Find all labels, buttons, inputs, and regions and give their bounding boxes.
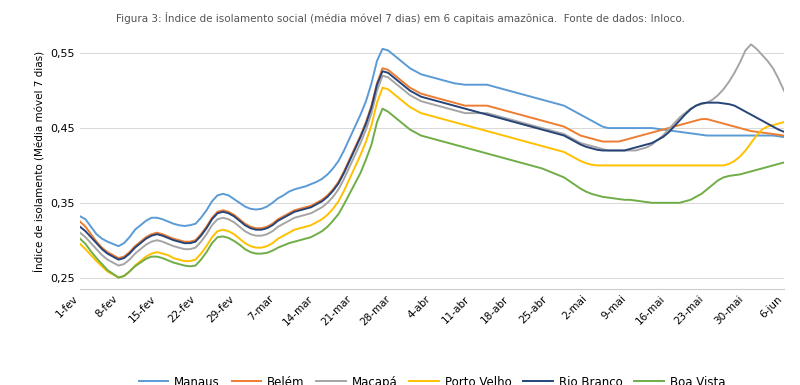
Macapá xyxy=(274,224,283,229)
Macapá xyxy=(636,147,646,151)
Belém xyxy=(504,109,514,114)
Belém xyxy=(702,117,712,121)
Macapá xyxy=(779,89,789,93)
Line: Boa Vista: Boa Vista xyxy=(80,109,784,278)
Rio Branco xyxy=(274,218,283,223)
Rio Branco xyxy=(779,129,789,134)
Manaus xyxy=(454,82,464,86)
Macapá xyxy=(697,102,706,107)
Rio Branco xyxy=(454,105,464,109)
Boa Vista xyxy=(454,144,464,148)
Rio Branco xyxy=(114,257,123,262)
Macapá xyxy=(498,115,508,120)
Text: Figura 3: Índice de isolamento social (média móvel 7 dias) em 6 capitais amazôni: Figura 3: Índice de isolamento social (m… xyxy=(115,12,685,23)
Rio Branco xyxy=(108,254,118,259)
Manaus xyxy=(274,196,283,201)
Boa Vista xyxy=(274,245,283,250)
Rio Branco xyxy=(504,118,514,123)
Rio Branco xyxy=(702,100,712,105)
Manaus xyxy=(114,244,123,248)
Belém xyxy=(642,132,651,136)
Belém xyxy=(454,102,464,107)
Manaus xyxy=(702,133,712,138)
Macapá xyxy=(114,263,123,268)
Porto Velho xyxy=(454,121,464,126)
Y-axis label: Índice de isolamento (Média móvel 7 dias): Índice de isolamento (Média móvel 7 dias… xyxy=(34,51,45,272)
Belém xyxy=(378,66,387,70)
Porto Velho xyxy=(274,236,283,241)
Macapá xyxy=(75,230,85,235)
Manaus xyxy=(779,135,789,139)
Belém xyxy=(274,217,283,221)
Porto Velho xyxy=(702,163,712,168)
Line: Rio Branco: Rio Branco xyxy=(80,71,784,259)
Boa Vista xyxy=(378,106,387,111)
Porto Velho xyxy=(642,163,651,168)
Line: Manaus: Manaus xyxy=(80,49,784,246)
Macapá xyxy=(108,260,118,265)
Manaus xyxy=(75,214,85,219)
Manaus xyxy=(642,126,651,131)
Manaus xyxy=(108,242,118,246)
Porto Velho xyxy=(108,272,118,277)
Macapá xyxy=(746,42,756,47)
Manaus xyxy=(504,89,514,93)
Boa Vista xyxy=(779,160,789,165)
Rio Branco xyxy=(378,69,387,74)
Line: Porto Velho: Porto Velho xyxy=(80,88,784,278)
Line: Belém: Belém xyxy=(80,68,784,258)
Belém xyxy=(108,253,118,258)
Manaus xyxy=(378,47,387,51)
Belém xyxy=(779,133,789,138)
Porto Velho xyxy=(378,85,387,90)
Rio Branco xyxy=(75,224,85,229)
Porto Velho xyxy=(504,135,514,139)
Belém xyxy=(114,256,123,260)
Porto Velho xyxy=(75,242,85,246)
Legend: Manaus, Belém, Macapá, Porto Velho, Rio Branco, Boa Vista: Manaus, Belém, Macapá, Porto Velho, Rio … xyxy=(134,371,730,385)
Boa Vista xyxy=(114,275,123,280)
Macapá xyxy=(450,108,459,112)
Boa Vista xyxy=(108,271,118,276)
Boa Vista xyxy=(504,157,514,162)
Line: Macapá: Macapá xyxy=(80,44,784,266)
Porto Velho xyxy=(779,120,789,124)
Boa Vista xyxy=(702,187,712,192)
Boa Vista xyxy=(75,236,85,241)
Porto Velho xyxy=(114,275,123,280)
Belém xyxy=(75,219,85,224)
Boa Vista xyxy=(642,200,651,204)
Rio Branco xyxy=(642,142,651,147)
